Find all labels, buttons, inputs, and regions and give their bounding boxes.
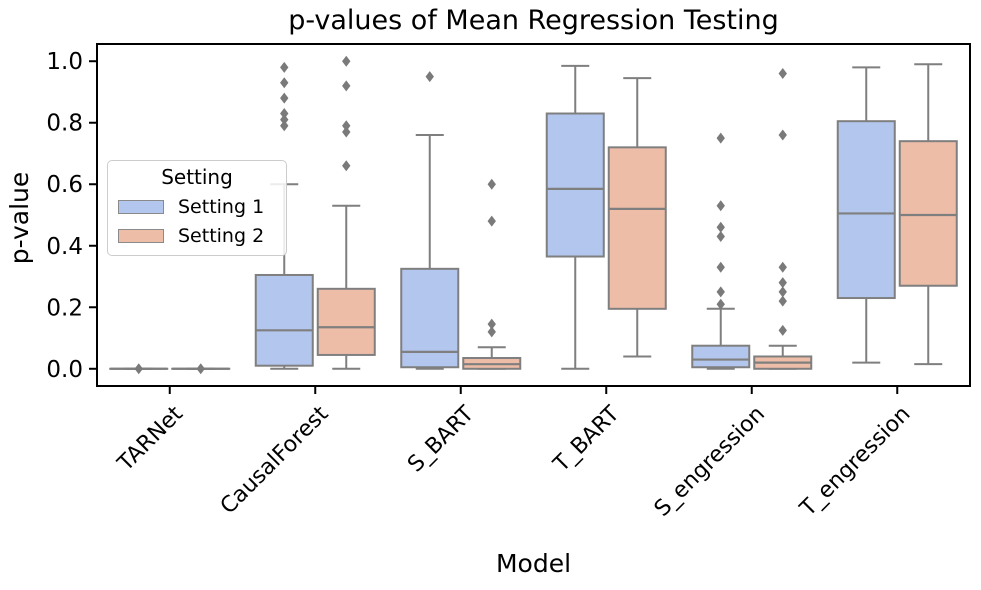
outlier-point (342, 160, 351, 172)
x-tick-label: T_engression (795, 402, 916, 523)
x-tick-label: CausalForest (216, 401, 334, 519)
outlier-point (487, 178, 496, 190)
outlier-point (487, 318, 496, 330)
outlier-point (280, 92, 289, 104)
y-tick-label: 0.8 (46, 111, 83, 137)
boxplot-box (691, 344, 751, 369)
outlier-point (778, 68, 787, 80)
y-tick-label: 0.0 (46, 357, 83, 383)
boxplot-box (545, 112, 605, 258)
x-tick-label: S_BART (403, 401, 479, 477)
outlier-point (778, 286, 787, 298)
plot-frame (96, 43, 971, 387)
legend-item-label: Setting 1 (178, 196, 265, 218)
outlier-point (280, 108, 289, 120)
outlier-point (342, 120, 351, 132)
outlier-point (134, 363, 143, 375)
outlier-point (196, 363, 205, 375)
y-tick-label: 0.6 (46, 172, 83, 198)
outlier-point (778, 324, 787, 336)
outlier-point (778, 295, 787, 307)
outlier-point (778, 129, 787, 141)
setting-2-swatch-icon (118, 229, 164, 243)
outlier-point (487, 326, 496, 338)
boxplot-box (898, 140, 958, 287)
x-axis-label: Model (495, 549, 572, 578)
outlier-point (280, 120, 289, 132)
outlier-point (716, 286, 725, 298)
outlier-point (716, 261, 725, 273)
setting-1-swatch-icon (118, 200, 164, 214)
boxplot-box (254, 273, 314, 367)
y-tick-label: 0.2 (46, 295, 83, 321)
boxplot-box (316, 287, 376, 356)
y-tick-label: 1.0 (46, 49, 83, 75)
outlier-point (280, 61, 289, 73)
outlier-point (342, 55, 351, 67)
outlier-point (280, 77, 289, 89)
outlier-point (716, 221, 725, 233)
boxplot-box (607, 146, 667, 310)
outlier-point (342, 126, 351, 138)
outlier-point (716, 231, 725, 243)
legend-item-setting-1: Setting 1 (118, 196, 276, 218)
legend-item-setting-2: Setting 2 (118, 225, 276, 247)
y-axis-label: p-value (5, 171, 34, 265)
x-tick-label: T_BART (548, 401, 625, 478)
y-tick-label: 0.4 (46, 234, 83, 260)
outlier-point (425, 71, 434, 83)
legend: Setting Setting 1 Setting 2 (107, 160, 287, 256)
outlier-point (716, 298, 725, 310)
legend-item-label: Setting 2 (178, 225, 265, 247)
legend-title: Setting (161, 165, 233, 189)
outlier-point (280, 114, 289, 126)
chart-title: p-values of Mean Regression Testing (288, 5, 779, 36)
outlier-point (716, 132, 725, 144)
outlier-point (778, 277, 787, 289)
x-tick-label: S_engression (650, 402, 770, 522)
outlier-point (487, 215, 496, 227)
outlier-point (342, 80, 351, 92)
outlier-point (778, 261, 787, 273)
boxplot-box (836, 120, 896, 300)
x-tick-label: TARNet (113, 401, 189, 477)
outlier-point (716, 200, 725, 212)
